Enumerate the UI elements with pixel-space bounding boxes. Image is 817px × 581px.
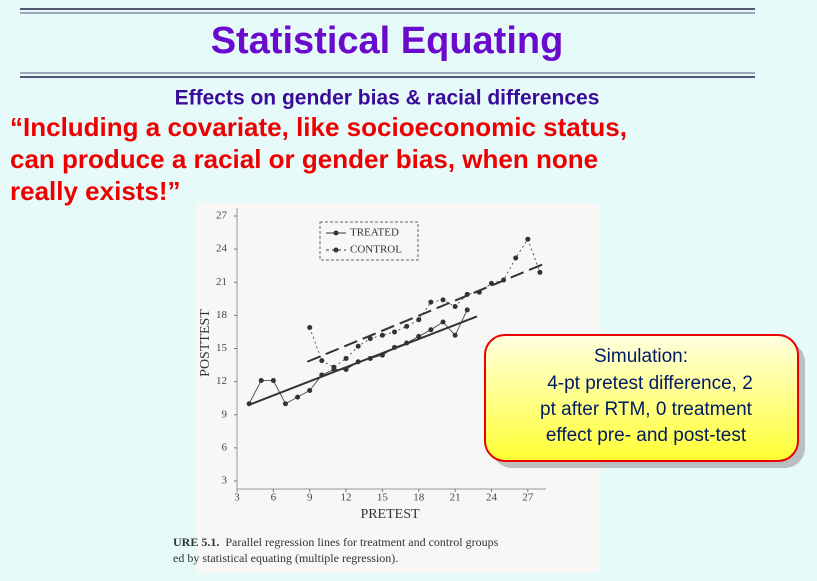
data-point [392,344,398,350]
callout-line: effect pre- and post-test [546,425,747,446]
data-point [464,291,470,297]
data-point [452,304,458,310]
data-point [379,352,385,358]
callout-line: Simulation: [594,346,688,367]
data-point [367,355,373,361]
data-point [440,319,446,325]
quote-line: “Including a covariate, like socioeconom… [10,112,627,142]
y-tick-label: 3 [222,475,228,487]
data-point [282,401,288,407]
data-point [476,289,482,295]
y-tick-label: 15 [216,342,228,354]
caption-text: Parallel regression lines for treatment … [225,535,498,549]
x-axis-label: PRETEST [360,507,420,522]
data-point [464,307,470,313]
title: Statistical Equating [211,20,564,62]
x-tick-label: 24 [486,492,498,504]
data-point [307,387,313,393]
x-tick-label: 6 [271,492,277,504]
y-tick-label: 18 [216,309,228,321]
x-tick-label: 12 [341,492,352,504]
data-point [501,277,507,283]
data-point [343,366,349,372]
legend-marker [333,230,339,236]
regression-line [248,315,478,406]
data-point [331,364,337,370]
y-axis-label: POSTTEST [198,309,213,377]
data-point [392,329,398,335]
quote-line: can produce a racial or gender bias, whe… [10,144,598,174]
data-point [270,378,276,384]
data-point [404,323,410,329]
data-point [343,355,349,361]
data-point [246,401,252,407]
callout-line: 4-pt pretest difference, 2 [547,373,753,394]
y-tick-label: 9 [222,408,228,420]
caption: URE 5.1. Parallel regression lines for tr… [173,535,499,549]
y-tick-label: 21 [216,276,227,288]
data-point [355,343,361,349]
data-point [428,327,434,333]
y-tick-label: 12 [216,375,227,387]
quote-line: really exists!” [10,176,181,206]
data-point [416,317,422,323]
data-point [525,236,531,242]
data-point [258,378,264,384]
x-tick-label: 9 [307,492,313,504]
data-point [440,297,446,303]
legend [319,221,419,261]
data-point [428,299,434,305]
legend-marker [333,247,339,253]
caption-text: ed by statistical equating (multiple reg… [173,551,398,565]
x-tick-label: 18 [413,492,425,504]
y-tick-label: 6 [222,441,228,453]
data-point [355,359,361,365]
data-point [307,325,313,331]
regression-line [306,262,546,363]
data-point [367,336,373,342]
x-tick-label: 27 [522,492,534,504]
data-point [404,340,410,346]
x-tick-label: 15 [377,492,389,504]
caption-label: URE 5.1. [173,535,219,549]
data-point [488,280,494,286]
y-tick-label: 24 [216,243,228,255]
callout-line: pt after RTM, 0 treatment [540,399,753,420]
subtitle: Effects on gender bias & racial differen… [175,87,600,110]
callout [484,334,799,462]
legend-label: TREATED [350,227,399,239]
data-point [537,269,543,275]
x-tick-label: 21 [450,492,461,504]
chart: 3 6 9 12 15 18 21 24 27 3 6 9 12 15 18 21 24 27 PRETEST POS… [198,208,546,522]
data-point [452,332,458,338]
data-point [379,332,385,338]
data-point [319,358,325,364]
data-point [319,372,325,378]
data-point [513,255,519,261]
x-tick-label: 3 [234,492,240,504]
y-tick-label: 27 [216,210,228,222]
data-point [416,333,422,339]
data-point [295,394,301,400]
legend-label: CONTROL [350,244,402,256]
